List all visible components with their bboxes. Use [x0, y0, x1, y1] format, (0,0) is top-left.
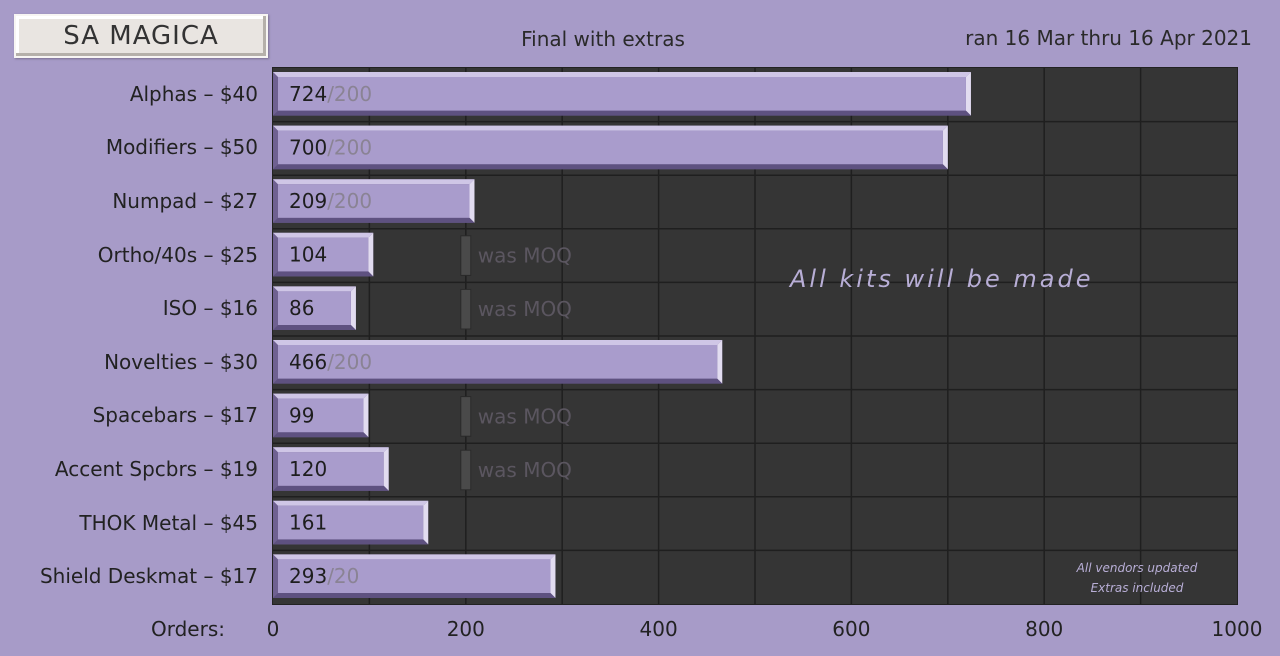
- x-tick-label: 1000: [1211, 617, 1263, 641]
- bar-value-label: 99: [289, 403, 314, 427]
- moq-label: /200: [327, 189, 372, 213]
- note-vendors: All vendors updated: [1076, 561, 1198, 575]
- bar-face: [278, 237, 369, 272]
- chart-title: SA MAGICA: [14, 14, 268, 58]
- category-label: Alphas – $40: [129, 81, 258, 106]
- x-tick-label: 600: [832, 617, 871, 641]
- bar-bevel-right: [383, 447, 389, 491]
- category-label: Numpad – $27: [112, 189, 258, 213]
- x-tick-label: 400: [639, 617, 678, 641]
- former-moq-label: was MOQ: [478, 244, 572, 268]
- bar-bevel-bottom: [273, 325, 356, 330]
- moq-label: /200: [327, 350, 372, 374]
- x-axis-label: Orders:: [151, 617, 225, 641]
- bar-bevel-top: [273, 500, 429, 506]
- category-label: ISO – $16: [162, 296, 258, 321]
- bar-bevel-right: [469, 179, 475, 223]
- category-label: THOK Metal – $45: [79, 510, 258, 535]
- category-label: Modifiers – $50: [105, 135, 258, 160]
- bar-bevel-bottom: [273, 432, 369, 438]
- bar-bevel-bottom: [273, 485, 389, 491]
- bar-face: [278, 184, 470, 218]
- former-moq-marker: [460, 396, 472, 437]
- bar-bevel-bottom: [273, 110, 971, 116]
- bar-face: [278, 559, 551, 593]
- bar-face: [278, 505, 424, 540]
- bar-face: [278, 398, 364, 433]
- x-tick-label: 800: [1025, 617, 1064, 641]
- bar-bevel-top: [273, 393, 369, 399]
- former-moq-marker: [460, 288, 472, 330]
- bar-bevel-bottom: [273, 593, 556, 598]
- former-moq-label: was MOQ: [478, 404, 572, 428]
- bar-bevel-right: [717, 340, 723, 384]
- category-label: Accent Spcbrs – $19: [54, 457, 258, 481]
- bar-value-label: 293/20: [289, 564, 359, 588]
- moq-label: /200: [327, 82, 372, 106]
- bar-value-label: 700/200: [289, 135, 372, 159]
- bar-bevel-bottom: [273, 271, 374, 277]
- former-moq-label: was MOQ: [478, 297, 572, 321]
- bar-face: [278, 452, 384, 486]
- bar-bevel-top: [273, 232, 374, 238]
- bar-bevel-right: [350, 286, 356, 330]
- category-label: Ortho/40s – $25: [97, 242, 258, 267]
- chart-annotation: All kits will be made: [790, 265, 1094, 293]
- bar-bevel-right: [550, 554, 556, 598]
- former-moq-marker: [460, 235, 472, 276]
- bar-bevel-top: [273, 554, 556, 560]
- date-range: ran 16 Mar thru 16 Apr 2021: [965, 26, 1252, 50]
- bar-value-label: 86: [289, 296, 314, 320]
- bar-value-label: 161: [289, 511, 327, 535]
- bar-bevel-bottom: [273, 539, 429, 545]
- bar-face: [278, 345, 718, 379]
- bar-bevel-bottom: [273, 378, 723, 384]
- bar-bevel-right: [368, 232, 374, 277]
- bar-face: [278, 291, 351, 325]
- bar-bevel-bottom: [273, 217, 475, 223]
- bar-value-label: 209/200: [289, 189, 372, 213]
- moq-label: /20: [327, 564, 359, 588]
- bar-bevel-top: [273, 447, 389, 453]
- bar-value-label: 120: [289, 457, 327, 481]
- former-moq-label: was MOQ: [478, 458, 572, 482]
- category-label: Shield Deskmat – $17: [39, 564, 258, 589]
- bar-bevel-top: [273, 286, 356, 292]
- note-extras: Extras included: [1090, 581, 1184, 595]
- bar-bevel-right: [942, 125, 948, 170]
- bar-value-label: 104: [289, 243, 327, 267]
- bar-bevel-top: [273, 125, 948, 131]
- category-label: Novelties – $30: [104, 349, 258, 374]
- bar-bevel-top: [273, 340, 723, 345]
- bar-value-label: 724/200: [289, 82, 372, 106]
- category-label: Spacebars – $17: [92, 403, 258, 428]
- bar-bevel-bottom: [273, 164, 948, 170]
- bar-bevel-right: [423, 500, 429, 545]
- former-moq-marker: [460, 449, 472, 491]
- x-tick-label: 0: [266, 617, 280, 641]
- bar-bevel-right: [363, 393, 369, 438]
- chart-subtitle: Final with extras: [521, 27, 685, 51]
- bar-face: [278, 77, 966, 111]
- bar-face: [278, 130, 943, 165]
- bar-bevel-top: [273, 72, 971, 77]
- moq-label: /200: [327, 135, 372, 159]
- x-tick-label: 200: [446, 617, 485, 641]
- bar-bevel-right: [965, 72, 971, 116]
- bar-bevel-top: [273, 179, 475, 185]
- bar-value-label: 466/200: [289, 350, 372, 374]
